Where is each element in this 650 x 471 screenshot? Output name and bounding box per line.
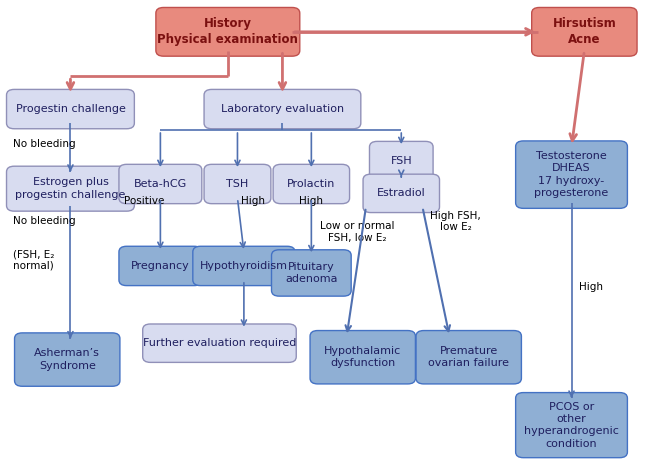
Text: No bleeding: No bleeding [12, 217, 75, 227]
Text: No bleeding: No bleeding [12, 139, 75, 149]
Text: FSH: FSH [391, 155, 412, 166]
Text: Low or normal
FSH, low E₂: Low or normal FSH, low E₂ [320, 221, 394, 243]
FancyBboxPatch shape [310, 331, 415, 384]
FancyBboxPatch shape [204, 89, 361, 129]
FancyBboxPatch shape [369, 141, 433, 180]
Text: TSH: TSH [226, 179, 248, 189]
Text: Hirsutism
Acne: Hirsutism Acne [552, 17, 616, 46]
FancyBboxPatch shape [273, 164, 350, 203]
Text: normal): normal) [12, 261, 53, 271]
FancyBboxPatch shape [515, 393, 627, 458]
FancyBboxPatch shape [204, 164, 271, 203]
FancyBboxPatch shape [119, 164, 202, 203]
Text: High: High [579, 282, 603, 292]
Text: Further evaluation required: Further evaluation required [143, 338, 296, 348]
Text: (FSH, E₂: (FSH, E₂ [12, 249, 54, 259]
FancyBboxPatch shape [416, 331, 521, 384]
Text: Progestin challenge: Progestin challenge [16, 104, 125, 114]
FancyBboxPatch shape [532, 8, 637, 56]
Text: Prolactin: Prolactin [287, 179, 335, 189]
Text: High: High [300, 196, 323, 206]
Text: Hypothalamic
dysfunction: Hypothalamic dysfunction [324, 346, 401, 368]
Text: Beta-hCG: Beta-hCG [134, 179, 187, 189]
Text: Hypothyroidism: Hypothyroidism [200, 261, 288, 271]
Text: History
Physical examination: History Physical examination [157, 17, 298, 46]
Text: Premature
ovarian failure: Premature ovarian failure [428, 346, 509, 368]
Text: Asherman’s
Syndrome: Asherman’s Syndrome [34, 349, 100, 371]
FancyBboxPatch shape [14, 333, 120, 386]
Text: Positive: Positive [124, 196, 165, 206]
Text: Laboratory evaluation: Laboratory evaluation [221, 104, 344, 114]
Text: Pregnancy: Pregnancy [131, 261, 190, 271]
Text: PCOS or
other
hyperandrogenic
condition: PCOS or other hyperandrogenic condition [524, 402, 619, 449]
Text: Testosterone
DHEAS
17 hydroxy-
progesterone: Testosterone DHEAS 17 hydroxy- progester… [534, 151, 608, 198]
Text: High: High [241, 196, 265, 206]
FancyBboxPatch shape [272, 250, 351, 296]
Text: High FSH,
low E₂: High FSH, low E₂ [430, 211, 481, 232]
Text: Pituitary
adenoma: Pituitary adenoma [285, 262, 337, 284]
FancyBboxPatch shape [156, 8, 300, 56]
FancyBboxPatch shape [6, 166, 135, 211]
FancyBboxPatch shape [119, 246, 202, 285]
FancyBboxPatch shape [193, 246, 295, 285]
Text: Estradiol: Estradiol [377, 188, 426, 198]
FancyBboxPatch shape [363, 174, 439, 212]
FancyBboxPatch shape [515, 141, 627, 208]
FancyBboxPatch shape [6, 89, 135, 129]
FancyBboxPatch shape [143, 324, 296, 362]
Text: Estrogen plus
progestin challenge: Estrogen plus progestin challenge [15, 178, 125, 200]
